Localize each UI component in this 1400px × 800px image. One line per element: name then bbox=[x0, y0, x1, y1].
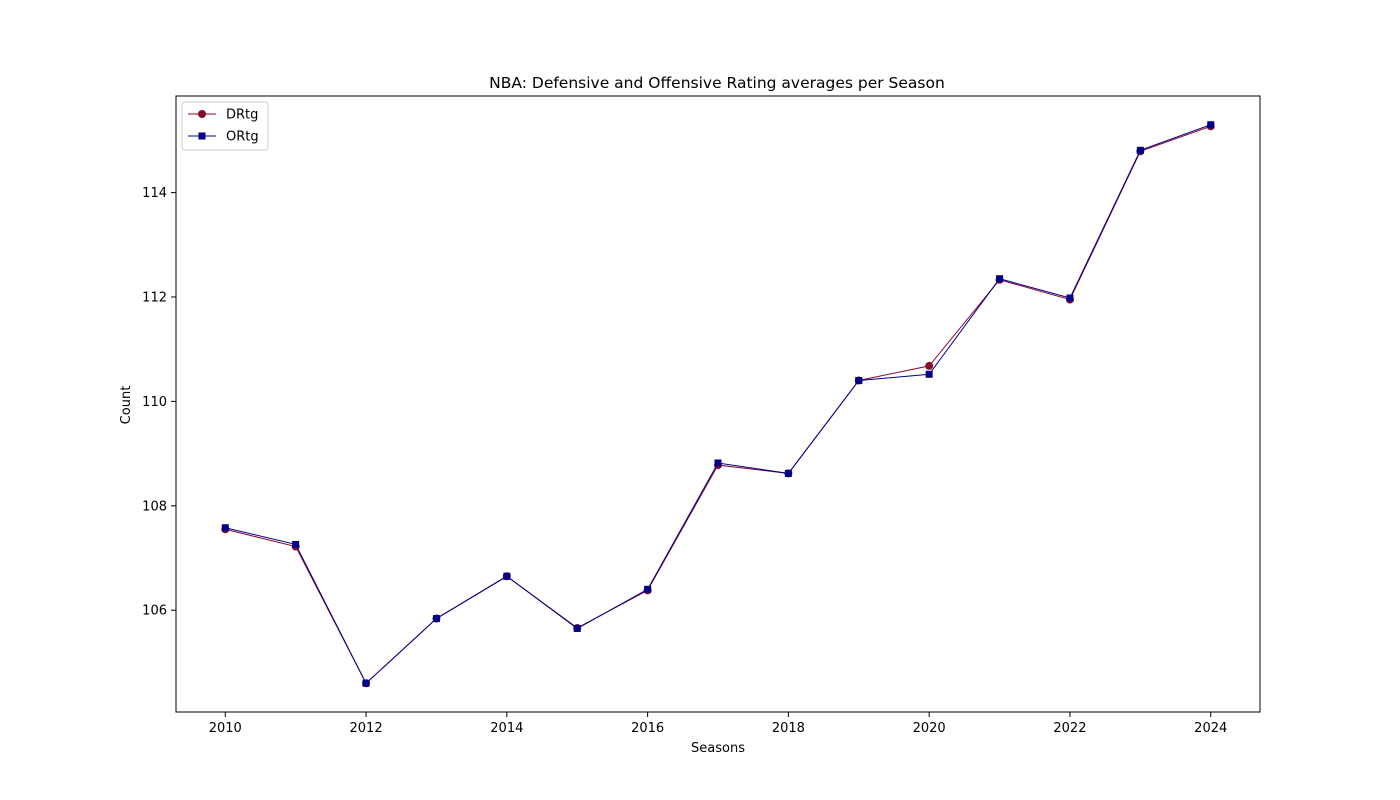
y-axis-label: Count bbox=[119, 386, 134, 425]
data-point bbox=[503, 572, 511, 580]
legend-label: ORtg bbox=[226, 130, 259, 145]
x-tick-label: 2024 bbox=[1194, 721, 1227, 736]
data-point bbox=[432, 615, 440, 623]
data-point bbox=[1136, 146, 1144, 154]
x-axis-label: Seasons bbox=[691, 741, 745, 756]
legend: DRtg ORtg bbox=[181, 101, 269, 151]
data-point bbox=[573, 624, 581, 632]
data-point bbox=[1066, 294, 1074, 302]
chart-title: NBA: Defensive and Offensive Rating aver… bbox=[489, 74, 945, 92]
x-axis: 2010 2012 2014 2016 2018 2020 2022 2024 bbox=[209, 712, 1227, 736]
series-line-ortg bbox=[225, 124, 1211, 685]
y-tick-label: 110 bbox=[142, 395, 167, 410]
x-tick-label: 2012 bbox=[350, 721, 383, 736]
legend-marker bbox=[198, 110, 206, 118]
data-point bbox=[644, 585, 652, 593]
x-tick-label: 2020 bbox=[913, 721, 946, 736]
series-ortg bbox=[221, 121, 1215, 687]
x-tick-label: 2010 bbox=[209, 721, 242, 736]
plot-area bbox=[175, 95, 1261, 713]
y-tick-label: 108 bbox=[142, 499, 167, 514]
legend-label: DRtg bbox=[226, 108, 258, 123]
x-tick-label: 2016 bbox=[631, 721, 664, 736]
y-tick-label: 114 bbox=[142, 186, 167, 201]
y-axis: 106 108 110 112 114 bbox=[142, 186, 176, 619]
x-tick-label: 2022 bbox=[1053, 721, 1086, 736]
series-line-drtg bbox=[225, 125, 1211, 685]
data-point bbox=[714, 459, 722, 467]
data-point bbox=[784, 469, 792, 477]
series-drtg bbox=[221, 122, 1215, 688]
series-layer bbox=[221, 121, 1215, 688]
data-point bbox=[855, 377, 863, 385]
data-point bbox=[221, 524, 229, 532]
data-point bbox=[362, 679, 370, 687]
legend-marker bbox=[198, 132, 206, 140]
y-tick-label: 106 bbox=[142, 604, 167, 619]
data-point bbox=[996, 275, 1004, 283]
x-tick-label: 2018 bbox=[772, 721, 805, 736]
x-tick-label: 2014 bbox=[490, 721, 523, 736]
data-point bbox=[925, 370, 933, 378]
data-point bbox=[1207, 121, 1215, 129]
data-point bbox=[292, 540, 300, 548]
y-tick-label: 112 bbox=[142, 290, 167, 305]
data-point bbox=[925, 361, 934, 370]
